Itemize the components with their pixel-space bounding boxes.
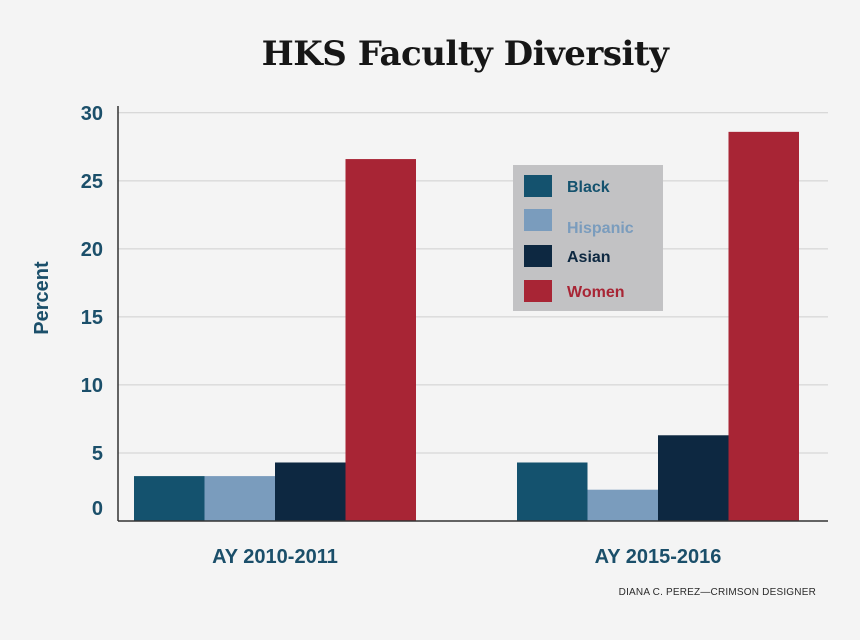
bar-hispanic-1: [204, 476, 275, 521]
y-tick-label-30: 30: [81, 103, 103, 125]
legend-label-women: Women: [567, 284, 624, 301]
credit-line: DIANA C. PEREZ—CRIMSON DESIGNER: [618, 587, 816, 598]
y-axis-title: Percent: [31, 261, 53, 335]
y-tick-label-10: 10: [81, 375, 103, 397]
bars: [134, 131, 799, 522]
x-category-label-1: AY 2010-2011: [212, 546, 338, 568]
bar-asian-2: [658, 435, 729, 521]
y-tick-label-5: 5: [92, 443, 103, 465]
y-tick-label-15: 15: [81, 307, 103, 329]
chart-title: HKS Faculty Diversity: [261, 34, 669, 74]
y-tick-label-25: 25: [81, 171, 103, 193]
legend-swatch-asian: [524, 245, 552, 267]
axes: [117, 106, 828, 522]
bar-asian-1: [275, 462, 346, 521]
legend-swatch-hispanic: [524, 209, 552, 231]
bar-women-1: [345, 159, 416, 522]
y-tick-label-0: 0: [92, 498, 103, 520]
x-category-labels: AY 2010-2011 AY 2015-2016: [212, 546, 721, 568]
y-tick-labels: 0 5 10 15 20 25 30: [81, 103, 103, 520]
bar-hispanic-2: [587, 489, 658, 521]
bar-black-1: [134, 476, 205, 521]
legend-label-asian: Asian: [567, 249, 611, 266]
legend: Black Hispanic Asian Women: [513, 165, 663, 311]
legend-label-black: Black: [567, 179, 610, 196]
bar-black-2: [517, 462, 588, 521]
gridlines: [118, 112, 828, 454]
legend-swatch-black: [524, 175, 552, 197]
legend-swatch-women: [524, 280, 552, 302]
x-category-label-2: AY 2015-2016: [595, 546, 722, 568]
legend-label-hispanic: Hispanic: [567, 220, 634, 237]
y-tick-label-20: 20: [81, 239, 103, 261]
bar-women-2: [728, 131, 799, 521]
